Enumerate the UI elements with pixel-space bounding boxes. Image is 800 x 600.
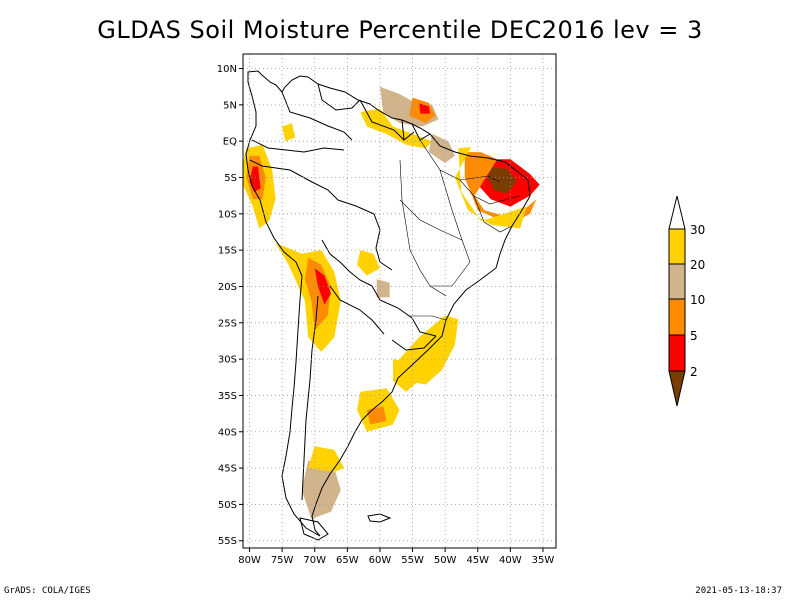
falkland-islands bbox=[367, 513, 392, 523]
region-andes-orange bbox=[304, 257, 331, 331]
colorbar-arrow-top bbox=[668, 195, 686, 230]
tick-label-lon-55W: 55W bbox=[401, 555, 424, 566]
colorbar-label-20: 20 bbox=[690, 258, 705, 272]
colorbar-segment-5-10 bbox=[668, 298, 686, 336]
colorbar-arrow-bottom bbox=[668, 370, 686, 407]
tick-label-lon-65W: 65W bbox=[336, 555, 359, 566]
tierra-del-fuego bbox=[299, 517, 329, 541]
brazil-state-lines bbox=[399, 139, 521, 321]
tick-label-lat-EQ: EQ bbox=[223, 137, 237, 148]
tick-label-lat-30S: 30S bbox=[218, 355, 237, 366]
region-guianas-yellow bbox=[360, 108, 433, 149]
tick-label-lat-5S: 5S bbox=[224, 173, 237, 184]
tick-label-lat-25S: 25S bbox=[218, 318, 237, 329]
tick-label-lon-70W: 70W bbox=[303, 555, 326, 566]
tick-label-lat-5N: 5N bbox=[223, 100, 237, 111]
tick-label-lon-35W: 35W bbox=[532, 555, 555, 566]
tick-label-lat-10S: 10S bbox=[218, 209, 237, 220]
percentile-regions bbox=[243, 86, 540, 519]
colorbar-segment-20-30 bbox=[668, 228, 686, 265]
tick-label-lon-60W: 60W bbox=[369, 555, 392, 566]
colorbar-segment-10-20 bbox=[668, 263, 686, 300]
tick-label-lat-45S: 45S bbox=[218, 464, 237, 475]
tick-label-lat-35S: 35S bbox=[218, 391, 237, 402]
footer-timestamp: 2021-05-13-18:37 bbox=[695, 586, 782, 596]
region-patagonia-yellow bbox=[308, 446, 345, 472]
region-southern-brazil-yellow bbox=[399, 315, 459, 385]
colorbar-label-5: 5 bbox=[690, 329, 698, 343]
tick-label-lon-45W: 45W bbox=[466, 555, 489, 566]
region-ne-brazil-core bbox=[487, 166, 517, 194]
region-paraguay-tan bbox=[376, 279, 390, 298]
tick-label-lon-75W: 75W bbox=[271, 555, 294, 566]
colorbar-legend: 30 20 10 5 2 bbox=[668, 195, 705, 407]
region-andes-red bbox=[314, 268, 331, 305]
region-andes-yellow bbox=[275, 242, 341, 352]
footer-credit: GrADS: COLA/IGES bbox=[4, 586, 91, 596]
tick-label-lat-50S: 50S bbox=[218, 500, 237, 511]
colorbar-label-10: 10 bbox=[690, 293, 705, 307]
region-guianas-red bbox=[419, 103, 431, 114]
region-ne-brazil-outer bbox=[454, 147, 527, 229]
region-colombia-yellow bbox=[282, 123, 296, 142]
longitude-tick-labels: 80W 75W 70W 65W 60W 55W 50W 45W 40W 35W bbox=[238, 548, 554, 566]
region-bolivia-yellow bbox=[357, 250, 380, 276]
tick-label-lat-55S: 55S bbox=[218, 536, 237, 547]
region-ne-brazil-halo bbox=[464, 152, 537, 225]
map-title: GLDAS Soil Moisture Percentile DEC2016 l… bbox=[97, 16, 703, 44]
colorbar-segment-2-5 bbox=[668, 334, 686, 372]
tick-label-lat-40S: 40S bbox=[218, 427, 237, 438]
tick-label-lat-15S: 15S bbox=[218, 246, 237, 257]
region-uruguay-yellow bbox=[393, 359, 420, 392]
tick-label-lon-50W: 50W bbox=[434, 555, 457, 566]
map-frame bbox=[242, 53, 557, 549]
tick-label-lat-10N: 10N bbox=[217, 64, 237, 75]
continent-outline bbox=[245, 70, 531, 537]
gridlines bbox=[243, 54, 556, 548]
tick-label-lon-40W: 40W bbox=[499, 555, 522, 566]
colorbar-label-30: 30 bbox=[690, 223, 705, 237]
latitude-tick-labels: 10N 5N EQ 5S 10S 15S 20S 25S 30S 35S 40S 45S 50S 55S bbox=[217, 64, 243, 547]
tick-label-lon-80W: 80W bbox=[238, 555, 261, 566]
colorbar-label-2: 2 bbox=[690, 365, 698, 379]
tick-label-lat-20S: 20S bbox=[218, 282, 237, 293]
